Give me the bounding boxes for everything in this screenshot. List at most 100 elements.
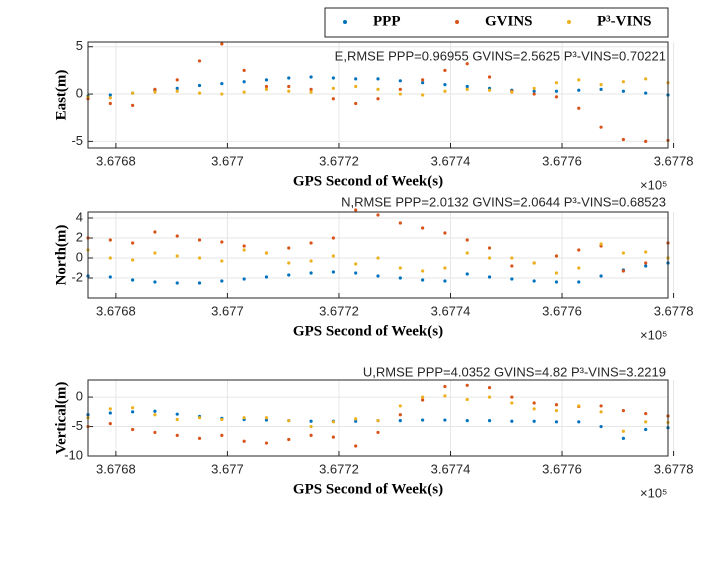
data-point — [398, 413, 402, 417]
data-point — [220, 417, 224, 422]
data-point — [577, 404, 581, 408]
data-point — [131, 427, 135, 432]
data-point — [175, 234, 179, 238]
data-point — [264, 87, 269, 91]
data-point — [175, 89, 179, 93]
data-point — [532, 86, 536, 90]
data-point — [644, 91, 648, 95]
x-tick-label: 3.6774 — [431, 153, 471, 168]
data-point — [331, 86, 335, 90]
x-axis-label: GPS Second of Week(s) — [293, 481, 443, 497]
data-point — [644, 427, 648, 432]
data-point — [287, 261, 291, 265]
data-point — [108, 407, 112, 411]
x-tick-label: 3.6776 — [542, 461, 582, 476]
y-tick-label: -5 — [71, 418, 83, 433]
x-tick-label: 3.6778 — [654, 303, 694, 318]
data-point — [644, 77, 648, 81]
data-point — [220, 92, 224, 96]
data-point — [376, 256, 380, 260]
legend-marker — [567, 20, 571, 24]
data-point — [465, 419, 469, 423]
x-tick-label: 3.6768 — [96, 461, 136, 476]
legend-label: P³-VINS — [597, 13, 652, 29]
data-point — [577, 88, 581, 92]
data-point — [287, 437, 291, 442]
data-point — [644, 411, 648, 416]
data-point — [264, 84, 269, 89]
data-point — [398, 221, 402, 225]
data-point — [376, 274, 380, 278]
data-point — [577, 248, 581, 252]
data-point — [398, 419, 402, 423]
data-point — [264, 275, 269, 279]
data-point — [131, 91, 135, 95]
data-point — [487, 88, 492, 92]
data-point — [309, 433, 313, 437]
data-point — [443, 89, 447, 93]
data-point — [398, 92, 402, 96]
data-point — [465, 84, 469, 89]
data-point — [354, 77, 358, 81]
y-axis-label: East(m) — [53, 70, 69, 121]
legend: PPP GVINS P³-VINS — [324, 7, 669, 38]
data-point — [220, 259, 224, 263]
data-point — [465, 87, 469, 91]
plot-area — [88, 380, 668, 456]
data-point — [242, 248, 246, 252]
data-point — [510, 419, 514, 423]
data-point — [108, 96, 112, 100]
data-point — [354, 419, 358, 423]
data-point — [554, 95, 559, 99]
data-point — [599, 82, 603, 87]
data-point — [331, 435, 335, 439]
data-point — [398, 276, 402, 280]
data-point — [599, 242, 603, 246]
data-point — [443, 266, 447, 270]
data-point — [421, 398, 425, 402]
data-point — [354, 101, 358, 106]
data-point — [487, 275, 492, 279]
data-point — [175, 281, 179, 285]
data-point — [376, 213, 380, 217]
data-point — [331, 254, 335, 258]
x-tick-label: 3.6772 — [319, 461, 359, 476]
data-point — [197, 59, 202, 63]
data-point — [197, 256, 202, 260]
data-point — [465, 383, 469, 387]
data-point — [376, 77, 380, 81]
data-point — [354, 84, 358, 89]
y-tick-label: 5 — [76, 38, 83, 53]
data-point — [421, 395, 425, 399]
data-point — [554, 254, 559, 258]
data-point — [621, 80, 625, 84]
data-point — [510, 401, 514, 405]
legend-marker — [455, 20, 459, 24]
data-point — [287, 76, 291, 80]
data-point — [487, 256, 492, 260]
data-point — [621, 409, 625, 413]
data-point — [465, 238, 469, 242]
data-point — [510, 395, 514, 399]
data-point — [354, 262, 358, 266]
data-point — [175, 417, 179, 422]
subplot: 3.6768 3.677 3.6772 3.6774 3.6776 3.6778 -2 0 2 4… — [53, 194, 693, 342]
data-point — [220, 240, 224, 244]
y-tick-label: 4 — [76, 209, 83, 224]
data-point — [309, 424, 313, 429]
axes-box — [87, 41, 669, 149]
data-point — [153, 280, 157, 284]
data-point — [108, 411, 112, 415]
data-point — [264, 78, 269, 82]
data-point — [421, 93, 425, 97]
data-point — [487, 395, 492, 399]
subplot: 3.6768 3.677 3.6772 3.6774 3.6776 3.6778 -10 -5… — [53, 364, 693, 500]
data-point — [220, 279, 224, 283]
data-point — [264, 251, 269, 255]
data-point — [309, 90, 313, 94]
data-point — [532, 89, 536, 93]
data-point — [443, 68, 447, 72]
data-point — [242, 244, 246, 248]
data-point — [153, 413, 157, 417]
data-point — [443, 384, 447, 389]
